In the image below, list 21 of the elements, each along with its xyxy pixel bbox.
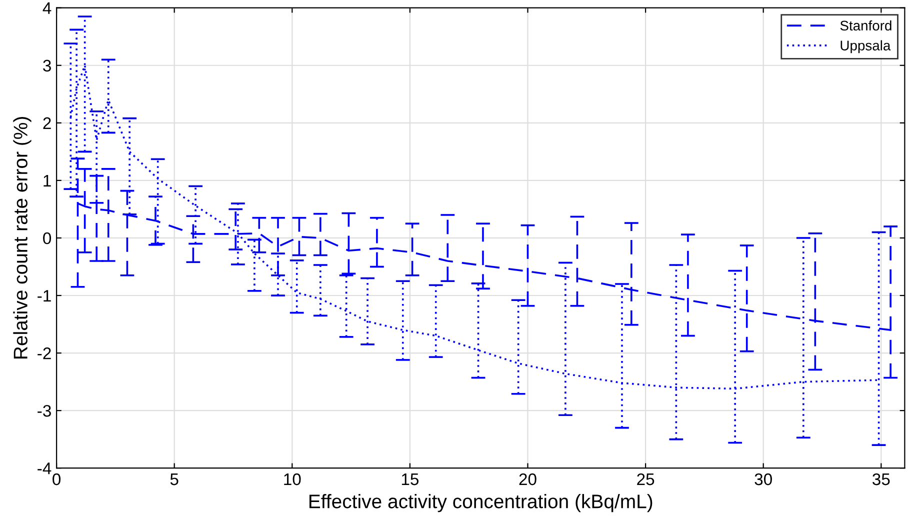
legend-label: Uppsala — [840, 40, 891, 54]
y-tick-label: -3 — [38, 404, 51, 417]
y-tick-label: 2 — [43, 117, 51, 129]
x-tick-label: 20 — [519, 473, 536, 486]
x-axis-title: Effective activity concentration (kBq/mL) — [309, 494, 652, 512]
x-tick-label: 30 — [754, 473, 772, 486]
y-tick-label: 0 — [43, 232, 52, 244]
y-tick-label: 3 — [43, 60, 51, 72]
x-tick-label: 5 — [170, 474, 178, 486]
x-tick-label: 0 — [52, 473, 61, 486]
legend-label: Stanford — [840, 20, 892, 31]
x-tick-label: 15 — [402, 474, 419, 486]
y-tick-label: 4 — [42, 2, 52, 14]
x-tick-label: 25 — [637, 473, 654, 486]
x-tick-label: 10 — [284, 473, 301, 486]
y-axis-title: Relative count rate error (%) — [13, 117, 32, 358]
y-tick-label: -1 — [38, 290, 51, 302]
y-tick-label: 1 — [44, 175, 51, 186]
y-tick-label: -4 — [38, 462, 52, 474]
x-tick-label: 35 — [872, 473, 890, 486]
y-tick-label: -2 — [38, 347, 51, 360]
